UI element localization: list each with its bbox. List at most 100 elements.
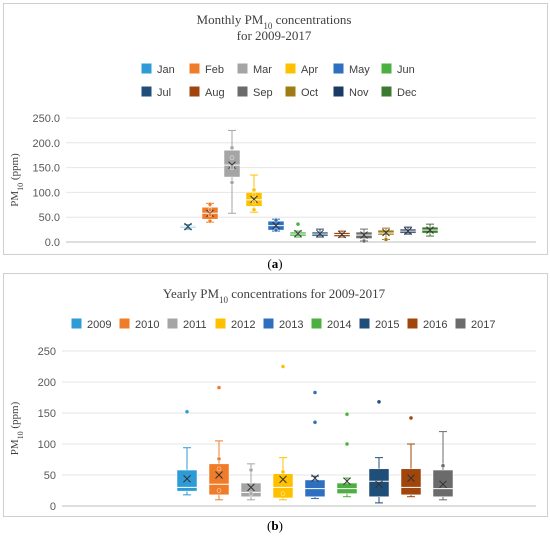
legend-swatch-Apr (284, 62, 297, 75)
legend-swatch-Jun (380, 62, 393, 75)
box-Sep (355, 228, 373, 244)
outlier-point (251, 192, 257, 198)
y-tick-label: 250 (38, 346, 56, 358)
box-2010 (208, 385, 230, 501)
box-Feb (201, 202, 219, 224)
legend-label-2009: 2009 (87, 319, 111, 331)
box-2014 (336, 412, 358, 498)
legend-swatch-Aug (188, 85, 201, 98)
chart-title-tail: concentrations for 2009-2017 (228, 286, 386, 301)
outlier-point (312, 420, 318, 425)
legend-swatch-Jul (140, 85, 153, 98)
box-Apr (245, 174, 263, 213)
chart-title-line2: for 2009-2017 (237, 28, 312, 43)
legend-swatch-Jan (140, 62, 153, 75)
caption-a: (a) (267, 256, 283, 271)
box-body (208, 463, 230, 496)
chart-title-tail: concentrations (272, 12, 351, 27)
outlier-point (344, 412, 350, 417)
box-2013 (304, 390, 326, 500)
outlier-point (184, 409, 190, 414)
legend-swatch-2016 (406, 317, 419, 330)
mean-marker (247, 483, 255, 492)
outlier-point (248, 491, 254, 496)
legend-label-Mar: Mar (253, 64, 272, 76)
legend-swatch-Oct (284, 85, 297, 98)
outlier-point (273, 227, 279, 233)
legend-label-Nov: Nov (349, 87, 369, 99)
box-body (176, 469, 198, 492)
outlier-point (251, 187, 257, 193)
chart-title: Yearly PM10 concentrations for 2009-2017 (163, 286, 386, 305)
y-axis-label-tail: (ppm) (9, 153, 21, 183)
box-2017 (432, 431, 454, 501)
box-Jun (289, 221, 307, 238)
outlier-point (361, 238, 367, 244)
mean-marker (228, 161, 236, 169)
mean-marker (375, 480, 383, 489)
legend-swatch-Nov (332, 85, 345, 98)
legend-swatch-2017 (454, 317, 467, 330)
outlier-point (229, 155, 235, 160)
outlier-point (229, 165, 235, 170)
mean-marker (360, 231, 368, 239)
outlier-point (251, 200, 257, 205)
legend-label-Oct: Oct (301, 87, 318, 99)
box-2016 (400, 415, 422, 498)
box-body (400, 468, 422, 496)
chart-panel-b: Yearly PM10 concentrations for 2009-2017… (3, 273, 548, 517)
outlier-point (207, 202, 213, 207)
legend-swatch-Feb (188, 62, 201, 75)
outlier-point (248, 467, 254, 473)
outlier-point (216, 466, 222, 472)
mean-marker (338, 230, 346, 239)
legend-label-2017: 2017 (471, 319, 495, 331)
y-tick-label: 100.0 (32, 187, 60, 199)
legend-swatch-May (332, 62, 345, 75)
y-axis-label: PM10 (ppm) (9, 153, 25, 207)
mean-marker (294, 229, 302, 238)
chart-title: Monthly PM10 concentrations (197, 12, 352, 31)
box-May (267, 217, 285, 233)
legend-label-Aug: Aug (205, 87, 225, 99)
outlier-point (440, 463, 446, 468)
box-2012 (272, 364, 294, 501)
mean-marker (184, 222, 192, 231)
box-2011 (240, 463, 262, 501)
box-body (240, 482, 262, 497)
y-tick-label: 150.0 (32, 163, 60, 175)
legend-label-Jan: Jan (157, 64, 175, 76)
legend-swatch-2011 (166, 317, 179, 330)
y-axis-label-main: PM (9, 191, 21, 207)
chart-title-main: Monthly PM (197, 12, 264, 27)
legend-swatch-Sep (236, 85, 249, 98)
mean-marker (183, 474, 191, 483)
outlier-point (229, 145, 235, 150)
box-Dec (421, 223, 439, 237)
mean-marker (404, 227, 412, 235)
outlier-point (295, 221, 301, 227)
legend-label-Apr: Apr (301, 64, 318, 76)
mean-marker (343, 477, 351, 486)
box-body (368, 468, 390, 497)
outlier-point (207, 218, 213, 224)
legend-swatch-2013 (262, 317, 275, 330)
legend-swatch-2014 (310, 317, 323, 330)
box-Jan (179, 222, 197, 231)
legend-swatch-2015 (358, 317, 371, 330)
legend-swatch-Mar (236, 62, 249, 75)
legend-label-Feb: Feb (205, 64, 224, 76)
box-2015 (368, 399, 390, 504)
box-Jul (311, 228, 329, 238)
mean-marker (407, 474, 415, 482)
outlier-point (408, 415, 414, 421)
legend-label-2015: 2015 (375, 319, 399, 331)
mean-marker (250, 195, 258, 204)
outlier-point (280, 364, 286, 369)
outlier-point (216, 385, 222, 390)
y-tick-label: 50 (44, 470, 56, 482)
box-Oct (377, 227, 395, 242)
legend-swatch-2009 (70, 317, 83, 330)
legend-label-May: May (349, 64, 370, 76)
